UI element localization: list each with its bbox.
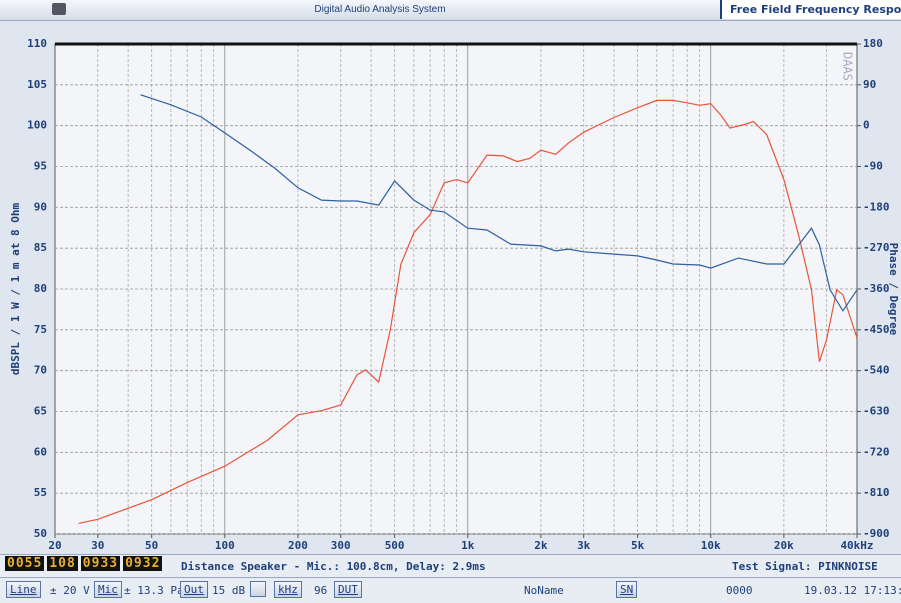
x-tick-label: 40kHz [840, 539, 873, 552]
x-tick-label: 2k [534, 539, 548, 552]
chart: 50556065707580859095100105110-900-810-72… [9, 37, 900, 552]
sn-button[interactable]: SN [616, 581, 638, 598]
serial: 0000 [726, 584, 753, 597]
title-bar [0, 0, 901, 21]
y2-tick-label: -360 [863, 282, 890, 295]
y-tick-label: 50 [34, 527, 47, 540]
y-tick-label: 60 [34, 445, 47, 458]
y2-tick-label: 0 [863, 119, 870, 132]
y2-tick-label: -810 [863, 486, 890, 499]
y-tick-label: 70 [34, 364, 47, 377]
y2-axis-label: Phase / Degree [887, 243, 900, 336]
x-tick-label: 10k [701, 539, 721, 552]
x-tick-label: 300 [331, 539, 351, 552]
y2-tick-label: 180 [863, 37, 883, 50]
unit-button[interactable]: kHz [274, 581, 302, 598]
lcd: 0933 [80, 556, 121, 571]
status-bar [0, 554, 901, 577]
distance-info: Distance Speaker - Mic.: 100.8cm, Delay:… [181, 560, 486, 573]
y-tick-label: 85 [34, 241, 47, 254]
x-tick-label: 500 [385, 539, 405, 552]
lcd-group: 0055 108 0933 0932 [5, 556, 163, 571]
mode-title: Free Field Frequency Response [720, 0, 901, 19]
y-tick-label: 90 [34, 200, 47, 213]
lcd: 0932 [123, 556, 163, 571]
out-button[interactable]: Out [180, 581, 208, 598]
x-tick-label: 200 [288, 539, 308, 552]
x-tick-label: 100 [215, 539, 235, 552]
y2-tick-label: -180 [863, 200, 890, 213]
x-tick-label: 5k [631, 539, 645, 552]
y2-tick-label: -90 [863, 160, 883, 173]
speaker-button[interactable] [250, 581, 266, 597]
y2-tick-label: -270 [863, 241, 890, 254]
y-tick-label: 105 [27, 78, 47, 91]
y-tick-label: 75 [34, 323, 47, 336]
y-tick-label: 110 [27, 37, 47, 50]
gain: 15 dB [212, 584, 246, 597]
y-axis-label: dBSPL / 1 W / 1 m at 8 Ohm [9, 203, 22, 376]
x-tick-label: 20k [774, 539, 794, 552]
x-tick-label: 30 [91, 539, 104, 552]
y2-tick-label: -450 [863, 323, 890, 336]
lcd: 0055 [5, 556, 45, 571]
y2-tick-label: 90 [863, 78, 876, 91]
y-tick-label: 95 [34, 160, 47, 173]
pressure: ± 13.3 Pa [124, 584, 184, 597]
mic-button[interactable]: Mic [94, 581, 122, 598]
voltage: ± 20 V [50, 584, 90, 597]
y-tick-label: 55 [34, 486, 47, 499]
x-tick-label: 20 [48, 539, 61, 552]
x-tick-label: 1k [461, 539, 475, 552]
line-button[interactable]: Line [6, 581, 41, 598]
watermark: DAAS [841, 52, 855, 81]
app-title: Digital Audio Analysis System [314, 4, 446, 15]
rate: 96 [314, 584, 328, 597]
dut-button[interactable]: DUT [334, 581, 362, 598]
y2-tick-label: -630 [863, 405, 890, 418]
datetime: 19.03.12 17:13:39 [804, 584, 901, 597]
print-icon[interactable] [52, 3, 66, 15]
y-tick-label: 80 [34, 282, 47, 295]
x-tick-label: 50 [145, 539, 158, 552]
y-tick-label: 100 [27, 119, 47, 132]
y2-tick-label: -720 [863, 445, 890, 458]
x-tick-label: 3k [577, 539, 591, 552]
y-tick-label: 65 [34, 405, 47, 418]
lcd: 108 [47, 556, 78, 571]
dut-name: NoName [524, 584, 564, 597]
y2-tick-label: -540 [863, 364, 890, 377]
series-line [140, 94, 858, 312]
toolbar [0, 577, 901, 603]
series-line [78, 99, 858, 524]
test-signal: Test Signal: PINKNOISE [732, 560, 878, 573]
y2-tick-label: -900 [863, 527, 890, 540]
